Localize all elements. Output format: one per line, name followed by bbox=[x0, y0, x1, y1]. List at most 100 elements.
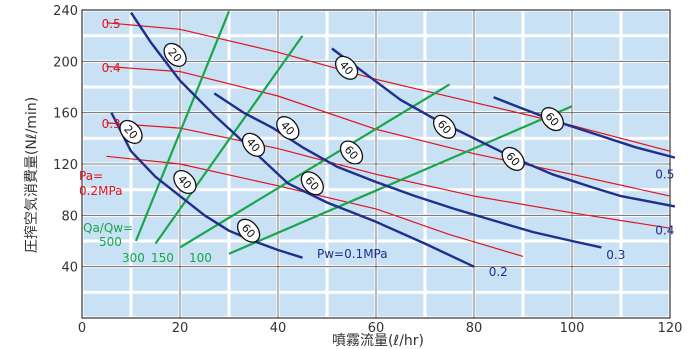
oval-marker: 60 bbox=[501, 146, 525, 171]
grid-cell bbox=[377, 37, 424, 60]
grid-cell bbox=[83, 268, 130, 291]
grid-cell bbox=[475, 268, 522, 291]
grid-cell bbox=[83, 37, 130, 60]
x-axis-ticks: 0 20 40 60 80 100 120 bbox=[78, 321, 683, 336]
series-line-pw-0.1 bbox=[130, 11, 475, 268]
grid-cell bbox=[622, 139, 669, 163]
oval-marker-shape bbox=[339, 140, 364, 165]
grid-cell bbox=[328, 216, 375, 240]
grid-cell bbox=[622, 37, 669, 60]
oval-marker-shape bbox=[300, 171, 324, 196]
pw-title-label: Pw=0.1MPa bbox=[317, 247, 388, 261]
oval-marker: 40 bbox=[173, 169, 197, 195]
oval-marker: 40 bbox=[334, 55, 359, 80]
grid-cell bbox=[377, 139, 424, 163]
grid-cell bbox=[573, 139, 620, 163]
grid-cell bbox=[230, 11, 277, 35]
x-tick-label: 40 bbox=[270, 321, 287, 336]
series-end-label: 0.4 bbox=[655, 224, 674, 238]
grid-cell bbox=[377, 293, 424, 317]
grid-cell bbox=[230, 293, 277, 317]
oval-marker: 60 bbox=[540, 107, 565, 132]
y-tick-label: 120 bbox=[53, 158, 78, 173]
grid-cell bbox=[475, 114, 522, 137]
grid-cell bbox=[279, 88, 326, 112]
grid-cell bbox=[83, 139, 130, 163]
grid-cell bbox=[622, 293, 669, 317]
grid-cell bbox=[622, 11, 669, 35]
grid-cell bbox=[83, 191, 130, 214]
grid-cell bbox=[132, 114, 179, 137]
grid-cell bbox=[377, 268, 424, 291]
grid-cell bbox=[279, 62, 326, 86]
qa-title-label: Qa/Qw= bbox=[83, 221, 133, 235]
x-axis-title: 噴霧流量(ℓ/hr) bbox=[332, 333, 424, 349]
y-tick-label: 160 bbox=[53, 107, 78, 122]
grid-cell bbox=[524, 88, 571, 112]
series-line-pw-0.3 bbox=[331, 47, 676, 208]
series-end-label: 0.4 bbox=[102, 61, 121, 75]
grid-cell bbox=[573, 37, 620, 60]
grid-cell bbox=[475, 191, 522, 214]
grid-cell bbox=[132, 62, 179, 86]
series-end-label: 0.3 bbox=[102, 117, 121, 131]
oval-marker-shape bbox=[236, 218, 261, 243]
grid-cell bbox=[524, 293, 571, 317]
qa-100-label: 100 bbox=[189, 251, 212, 265]
grid-cell bbox=[279, 11, 326, 35]
grid-cell bbox=[573, 88, 620, 112]
grid-cell bbox=[622, 268, 669, 291]
grid-cell bbox=[377, 11, 424, 35]
grid-cell bbox=[524, 62, 571, 86]
plot-frame bbox=[81, 9, 671, 319]
grid-cell bbox=[328, 268, 375, 291]
grid-cell bbox=[132, 88, 179, 112]
grid-cell bbox=[573, 62, 620, 86]
grid-cell bbox=[279, 139, 326, 163]
grid-cell bbox=[83, 165, 130, 189]
grid-cell bbox=[181, 88, 228, 112]
oval-marker: 40 bbox=[276, 116, 300, 141]
grid-cell bbox=[132, 242, 179, 266]
oval-marker: 40 bbox=[241, 132, 266, 157]
series-line-pa-0.3 bbox=[106, 122, 671, 229]
x-tick-label: 120 bbox=[658, 321, 683, 336]
series-lines bbox=[106, 10, 676, 268]
x-tick-label: 80 bbox=[466, 321, 483, 336]
grid-cell bbox=[132, 191, 179, 214]
x-tick-label: 60 bbox=[368, 321, 385, 336]
grid-cell bbox=[377, 216, 424, 240]
grid-cell bbox=[573, 191, 620, 214]
oval-marker-shape bbox=[119, 119, 143, 144]
grid-cell bbox=[426, 62, 473, 86]
grid-cell bbox=[83, 242, 130, 266]
series-line-qa-150 bbox=[179, 83, 451, 249]
grid-cell bbox=[230, 37, 277, 60]
grid-cell bbox=[524, 139, 571, 163]
grid-cell bbox=[328, 11, 375, 35]
pa-value-label: 0.2MPa bbox=[79, 184, 123, 198]
grid-cell bbox=[181, 11, 228, 35]
series-end-label: 0.2 bbox=[489, 265, 508, 279]
series-line-pw-0.4 bbox=[493, 96, 676, 159]
grid-cell bbox=[426, 37, 473, 60]
series-end-label: 0.5 bbox=[102, 17, 121, 31]
grid-cell bbox=[573, 268, 620, 291]
oval-marker: 20 bbox=[119, 119, 143, 144]
grid-cell bbox=[475, 216, 522, 240]
grid-cell bbox=[181, 268, 228, 291]
oval-marker-shape bbox=[501, 146, 525, 171]
grid-cell bbox=[475, 242, 522, 266]
series-end-label: 0.3 bbox=[606, 248, 625, 262]
grid-cell bbox=[83, 216, 130, 240]
grid-cell bbox=[524, 11, 571, 35]
grid-cell bbox=[622, 242, 669, 266]
pa-title-label: Pa= bbox=[79, 169, 103, 183]
oval-marker-shape bbox=[173, 169, 197, 195]
x-tick-label: 100 bbox=[560, 321, 585, 336]
grid-cell bbox=[622, 165, 669, 189]
y-axis-ticks: 40 80 120 160 200 240 bbox=[53, 4, 78, 276]
grid-cell bbox=[328, 114, 375, 137]
qa-500-label: 500 bbox=[99, 235, 122, 249]
grid-cell bbox=[475, 165, 522, 189]
